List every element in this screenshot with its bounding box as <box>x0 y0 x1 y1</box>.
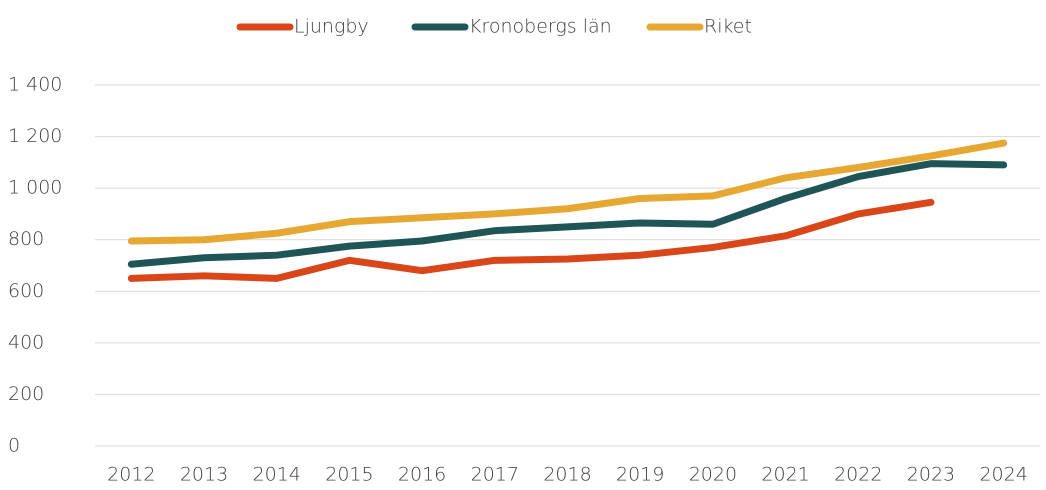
x-tick-label: 2023 <box>907 464 955 486</box>
x-tick-label: 2019 <box>616 464 664 486</box>
y-tick-label: 1 400 <box>8 74 62 96</box>
series-line <box>127 198 935 282</box>
x-tick-label: 2015 <box>325 464 373 486</box>
y-tick-label: 1 000 <box>8 177 62 199</box>
y-tick-label: 400 <box>8 331 44 353</box>
x-tick-label: 2013 <box>180 464 228 486</box>
series-line <box>127 139 1008 245</box>
legend-label: Ljungby <box>294 16 369 38</box>
x-tick-label: 2012 <box>107 464 155 486</box>
x-tick-label: 2022 <box>834 464 882 486</box>
series-line <box>127 160 1008 268</box>
x-tick-label: 2016 <box>398 464 446 486</box>
y-tick-label: 600 <box>8 280 44 302</box>
x-tick-label: 2021 <box>761 464 809 486</box>
legend-label: Kronobergs län <box>469 16 612 38</box>
x-tick-label: 2024 <box>979 464 1027 486</box>
x-tick-label: 2014 <box>253 464 301 486</box>
x-tick-label: 2017 <box>471 464 519 486</box>
y-tick-label: 0 <box>8 435 20 457</box>
x-tick-label: 2020 <box>689 464 737 486</box>
x-tick-label: 2018 <box>543 464 591 486</box>
legend-label: Riket <box>704 16 752 38</box>
y-tick-label: 1 200 <box>8 125 62 147</box>
y-tick-label: 800 <box>8 228 44 250</box>
y-tick-label: 200 <box>8 383 44 405</box>
